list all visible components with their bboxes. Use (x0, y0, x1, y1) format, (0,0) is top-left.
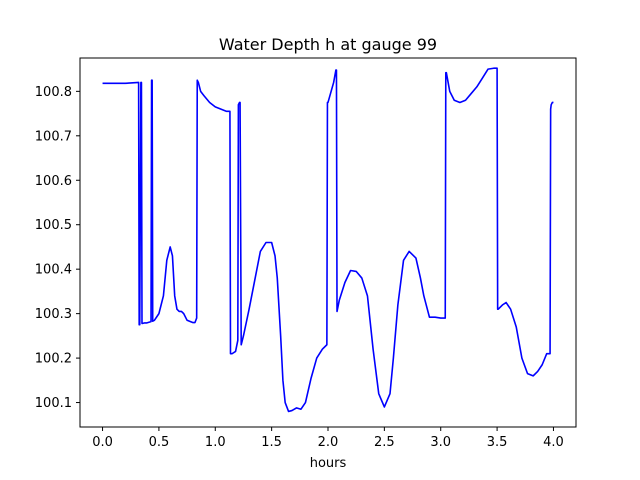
y-tick-label: 100.6 (35, 174, 72, 189)
series-line-0 (102, 67, 554, 413)
x-axis: 0.0 0.5 1.0 1.5 2.0 2.5 3.0 3.5 4.0 (92, 427, 564, 450)
x-tick-label: 3.5 (487, 435, 508, 450)
x-tick-label: 3.0 (430, 435, 451, 450)
chart-title: Water Depth h at gauge 99 (219, 35, 437, 54)
x-tick-label: 4.0 (543, 435, 564, 450)
x-axis-label: hours (310, 456, 347, 471)
x-tick-label: 0.5 (149, 435, 170, 450)
x-tick-label: 1.0 (205, 435, 226, 450)
y-tick-label: 100.4 (35, 263, 72, 278)
y-tick-label: 100.2 (35, 352, 72, 367)
plot-area (102, 67, 554, 413)
y-tick-label: 100.1 (35, 396, 72, 411)
x-tick-label: 2.5 (374, 435, 395, 450)
x-tick-label: 2.0 (318, 435, 339, 450)
y-tick-label: 100.7 (35, 129, 72, 144)
x-tick-label: 0.0 (92, 435, 113, 450)
y-tick-label: 100.3 (35, 307, 72, 322)
y-axis: 100.1 100.2 100.3 100.4 100.5 100.6 100.7 100.8 (35, 85, 80, 411)
y-tick-label: 100.8 (35, 85, 72, 100)
y-tick-label: 100.5 (35, 218, 72, 233)
x-tick-label: 1.5 (261, 435, 282, 450)
